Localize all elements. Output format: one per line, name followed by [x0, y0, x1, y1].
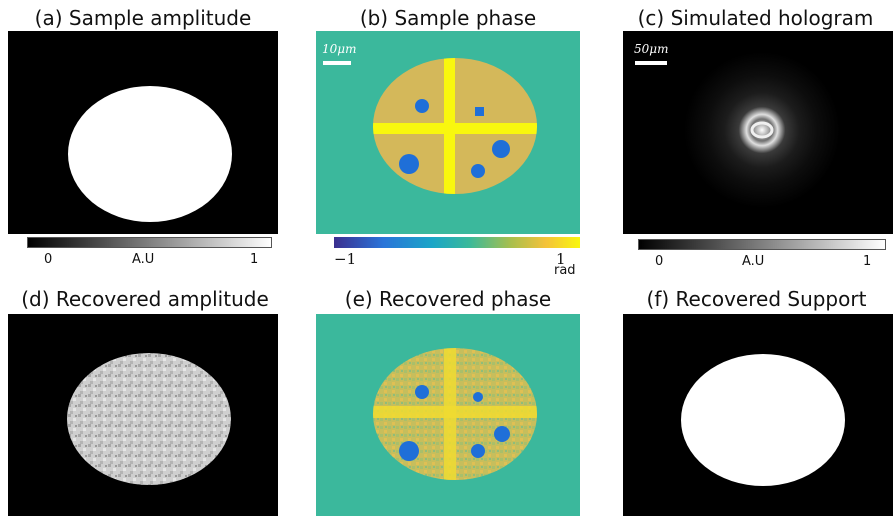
amplitude-cbar-unit: A.U	[132, 252, 154, 267]
panel-d-title: (d) Recovered amplitude	[0, 287, 290, 311]
panel-f-image	[623, 314, 893, 516]
panel-c-image: 50μm	[623, 31, 893, 234]
panel-c-title: (c) Simulated hologram	[618, 6, 893, 30]
amplitude-ellipse	[8, 31, 278, 234]
panel-b-scalebar	[323, 61, 351, 65]
recovered-support-ellipse	[623, 314, 893, 516]
phase-object	[316, 31, 580, 234]
amplitude-cbar-max: 1	[250, 252, 258, 267]
panel-b-title: (b) Sample phase	[316, 6, 580, 30]
panel-a-title: (a) Sample amplitude	[8, 6, 278, 30]
hologram-cbar-unit: A.U	[742, 254, 764, 269]
recovered-phase-object	[316, 314, 580, 516]
phase-cbar-unit: rad	[554, 263, 576, 278]
panel-f-title: (f) Recovered Support	[620, 287, 893, 311]
amplitude-colorbar	[27, 237, 272, 248]
panel-c-scalebar	[635, 61, 667, 65]
panel-e-title: (e) Recovered phase	[316, 287, 580, 311]
panel-b-scale-label: 10μm	[322, 42, 356, 56]
phase-colorbar	[334, 237, 580, 248]
amplitude-cbar-min: 0	[44, 252, 52, 267]
recovered-amplitude-ellipse	[8, 314, 278, 516]
panel-c-scale-label: 50μm	[634, 42, 668, 56]
panel-e-image	[316, 314, 580, 516]
hologram-cbar-max: 1	[863, 254, 871, 269]
panel-b-image: 10μm	[316, 31, 580, 234]
phase-cbar-min: −1	[334, 250, 356, 268]
panel-d-image	[8, 314, 278, 516]
hologram-colorbar	[638, 239, 886, 250]
panel-a-image	[8, 31, 278, 234]
hologram-cbar-min: 0	[655, 254, 663, 269]
